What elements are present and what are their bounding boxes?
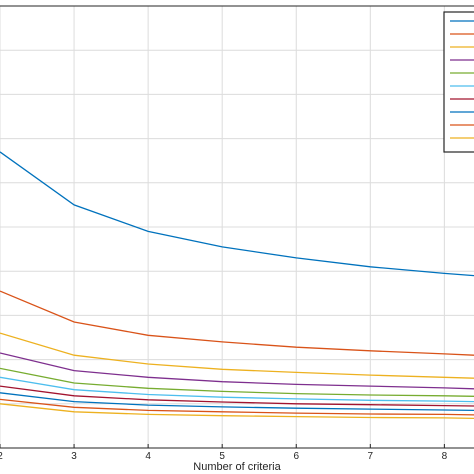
series-line-7 — [0, 385, 474, 407]
x-tick-label-4: 6 — [293, 451, 299, 462]
x-tick-label-1: 3 — [71, 451, 77, 462]
series-line-8 — [0, 392, 474, 412]
series-line-6 — [0, 376, 474, 403]
series-lines — [0, 151, 474, 420]
x-tick-label-3: 5 — [219, 451, 225, 462]
x-tick-label-6: 8 — [442, 451, 448, 462]
series-line-4 — [0, 352, 474, 390]
x-tick-label-5: 7 — [368, 451, 374, 462]
x-tick-label-2: 4 — [145, 451, 151, 462]
x-tick-label-0: 2 — [0, 451, 3, 462]
series-line-9 — [0, 398, 474, 416]
x-tick-labels: 2 3 4 5 6 7 8 — [0, 451, 448, 462]
series-line-3 — [0, 332, 474, 379]
series-line-1 — [0, 151, 474, 277]
series-line-5 — [0, 367, 474, 397]
axes-frame — [0, 5, 474, 449]
series-line-10 — [0, 403, 474, 420]
x-axis-label: Number of criteria — [193, 461, 281, 473]
legend-box — [443, 11, 474, 153]
legend — [443, 11, 474, 153]
series-line-2 — [0, 290, 474, 356]
